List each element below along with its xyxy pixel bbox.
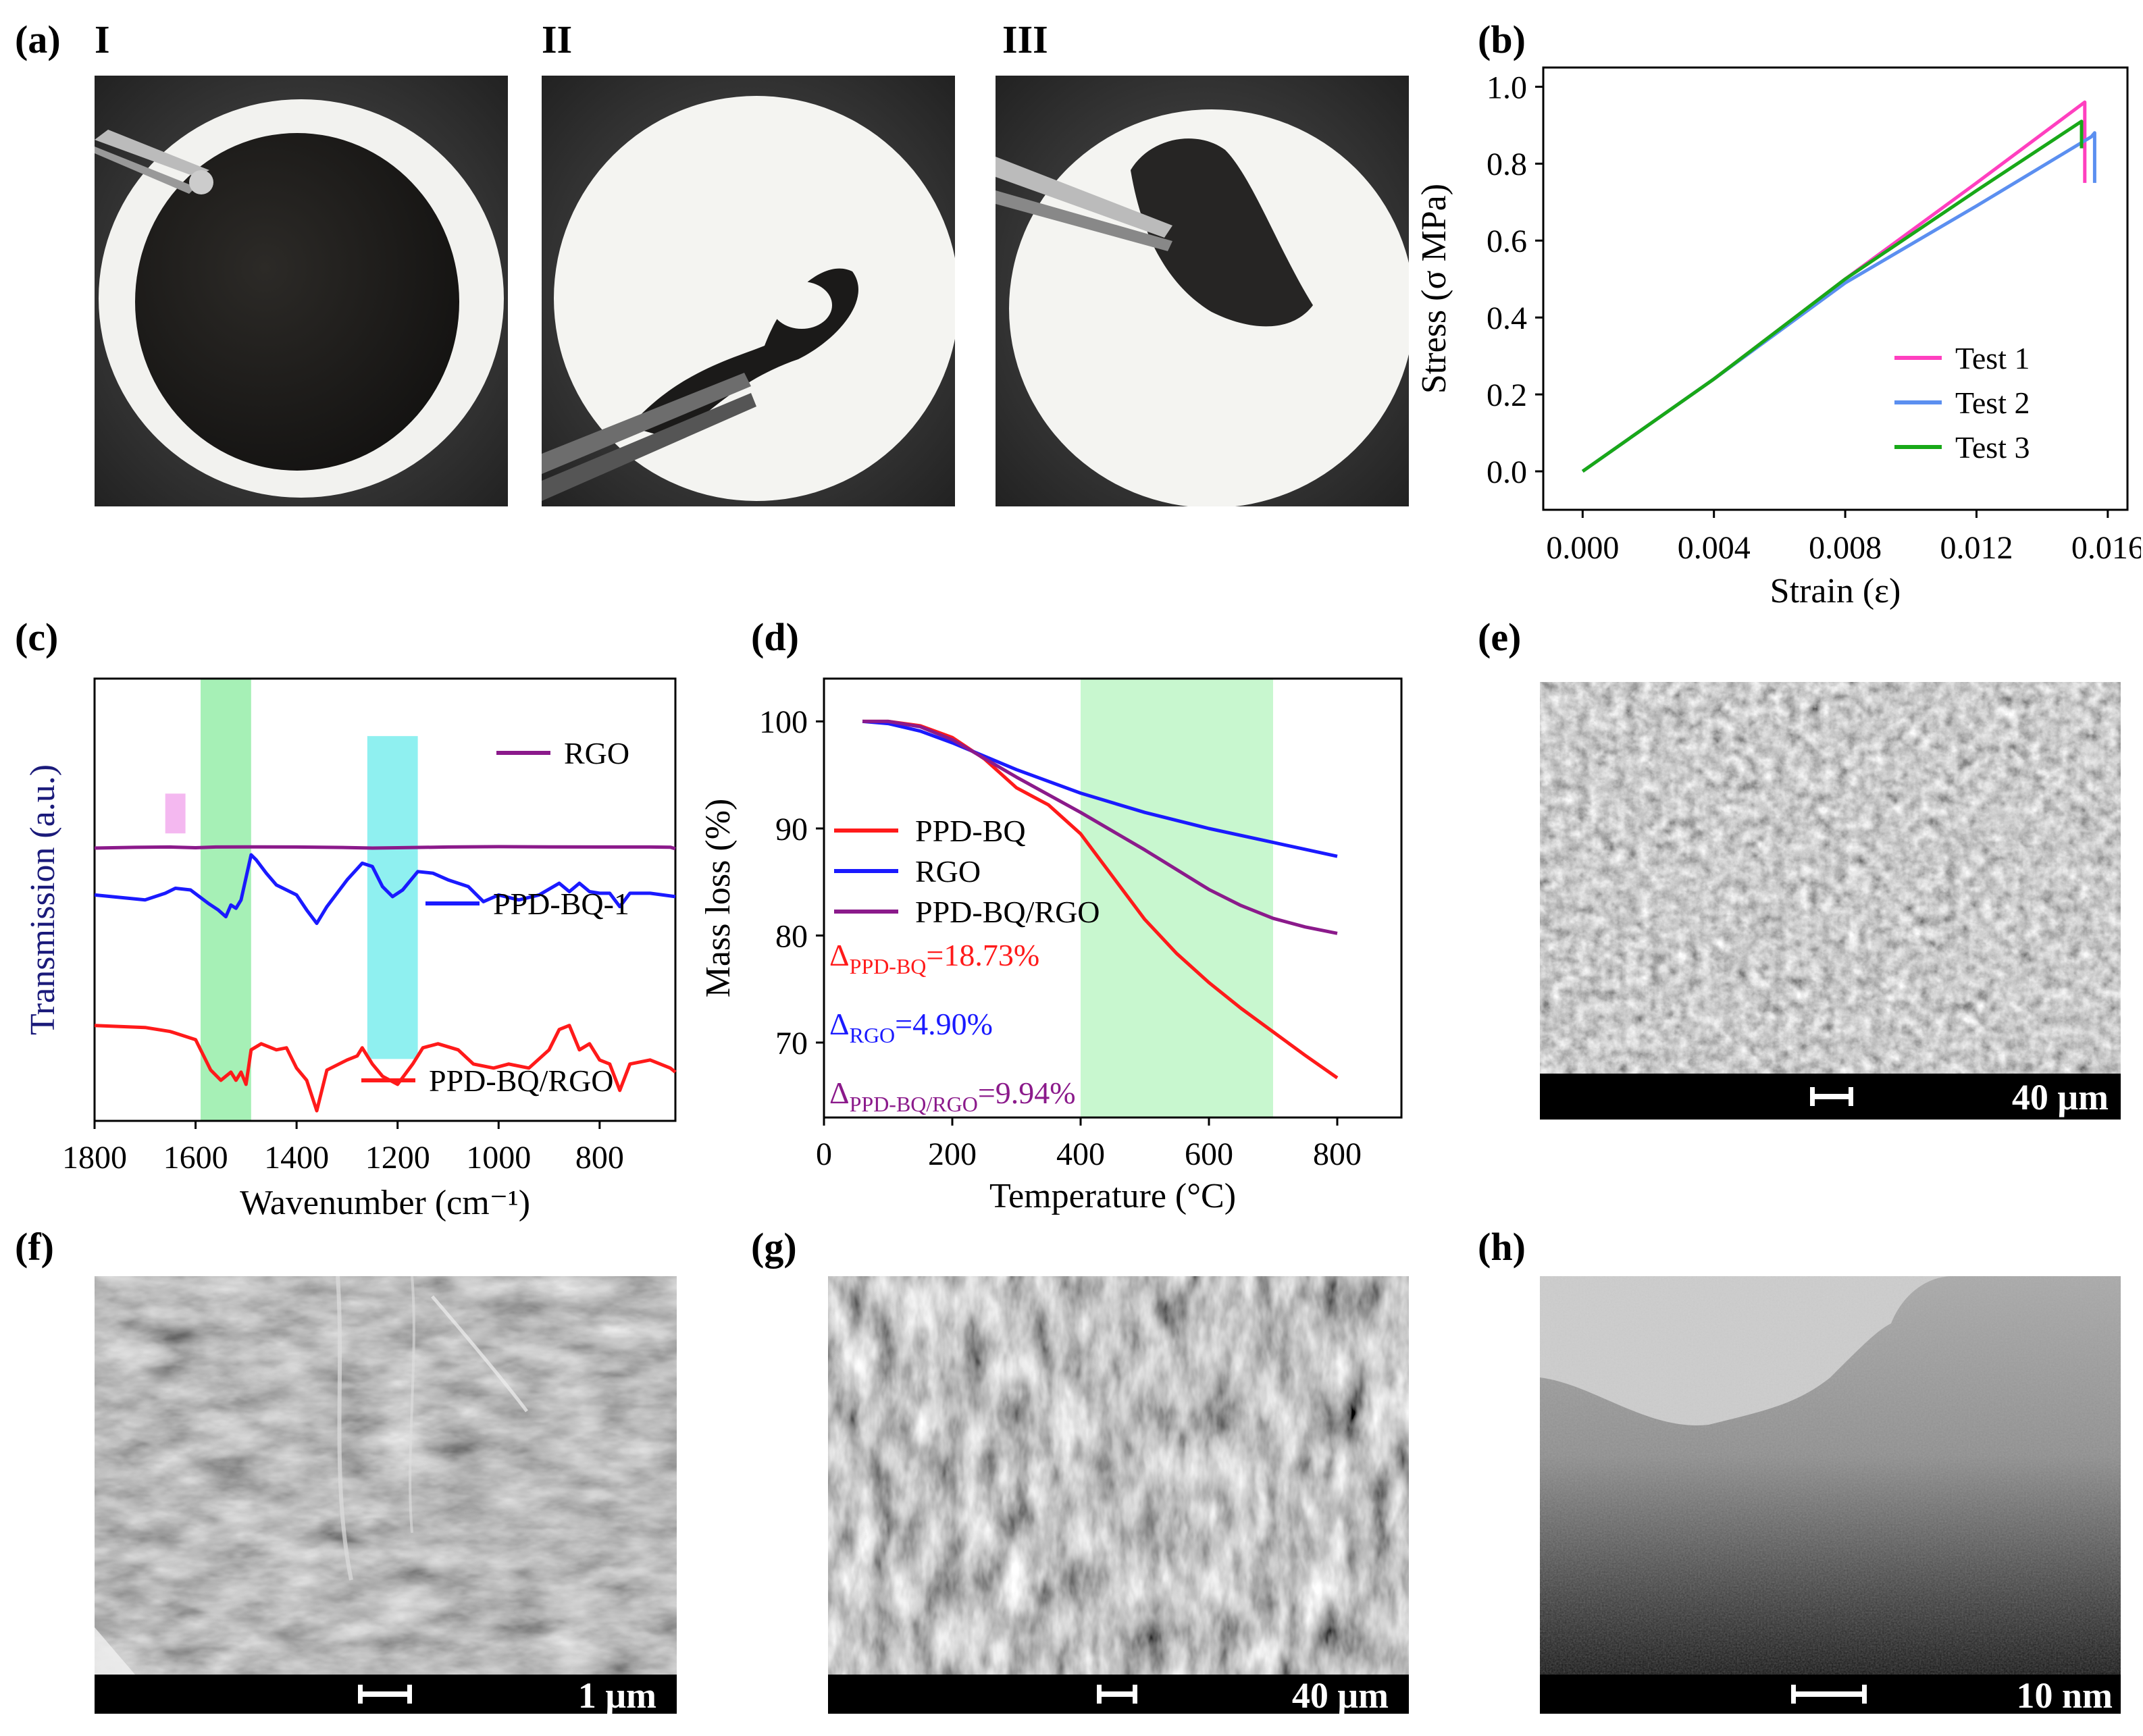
sem-image-e: 40 μm <box>1540 682 2121 1120</box>
series-line <box>94 1024 677 1113</box>
x-tick-label: 0.016 <box>2071 530 2141 566</box>
y-tick-label: 100 <box>759 704 808 740</box>
highlight-band <box>1081 679 1273 1117</box>
sem-image-f: 1 μm <box>95 1276 677 1714</box>
highlight-band <box>201 679 251 1121</box>
panel-label-b: (b) <box>1478 18 1526 61</box>
x-tick-label: 600 <box>1185 1136 1233 1172</box>
y-tick-label: 1.0 <box>1487 70 1527 105</box>
photo-film-folded <box>542 76 955 506</box>
annotation-label: ΔRGO=4.90% <box>829 1007 993 1047</box>
plot-frame <box>1542 66 2129 511</box>
y-tick-label: 70 <box>775 1026 808 1061</box>
legend-label: PPD-BQ/RGO <box>429 1063 614 1098</box>
scale-bar <box>1097 1685 1137 1704</box>
series-line <box>1581 131 2096 473</box>
panel-label-a: (a) <box>15 18 61 61</box>
photo-film-bent <box>996 76 1409 506</box>
highlight-band <box>165 793 186 834</box>
scale-bar <box>1791 1685 1867 1704</box>
panel-label-g: (g) <box>751 1225 797 1269</box>
scale-bar <box>1810 1087 1853 1106</box>
panel-sublabel-3: III <box>1002 18 1048 61</box>
y-tick-label: 0.8 <box>1487 147 1527 182</box>
x-tick-label: 400 <box>1056 1136 1105 1172</box>
y-axis-label: Stress (σ MPa) <box>1415 184 1453 394</box>
legend-label: Test 3 <box>1955 430 2030 465</box>
y-tick-label: 80 <box>775 918 808 954</box>
tem-image-h: 10 nm <box>1540 1276 2121 1714</box>
series-line <box>862 719 1338 858</box>
y-axis-label: Mass loss (%) <box>699 799 738 998</box>
tem-info-bar: 10 nm <box>1540 1675 2121 1714</box>
y-tick-label: 0.4 <box>1487 300 1527 336</box>
plot-frame <box>823 677 1403 1119</box>
x-tick-label: 1200 <box>365 1140 430 1176</box>
x-tick-label: 1600 <box>163 1140 228 1176</box>
chart-stress-strain: 0.0 0.2 0.4 0.6 0.8 1.0 0.000 0.004 0.008 0.012 0.… <box>1415 66 2141 610</box>
plot-frame <box>93 677 677 1122</box>
x-axis-label: Wavenumber (cm⁻¹) <box>240 1184 530 1222</box>
panel-sublabel-1: I <box>95 18 110 61</box>
panel-label-d: (d) <box>751 615 799 659</box>
x-tick-label: 200 <box>928 1136 977 1172</box>
panel-sublabel-2: II <box>542 18 573 61</box>
y-tick-label: 90 <box>775 812 808 847</box>
y-tick-label: 0.2 <box>1487 377 1527 413</box>
legend-label: RGO <box>915 854 981 889</box>
x-tick-label: 0.000 <box>1546 530 1619 566</box>
legend-label: PPD-BQ/RGO <box>915 895 1100 929</box>
photo-film-flat <box>95 76 508 506</box>
annotation-label: ΔPPD-BQ/RGO=9.94% <box>829 1076 1076 1116</box>
series-line <box>94 853 676 925</box>
x-tick-label: 0.008 <box>1809 530 1882 566</box>
scale-bar <box>358 1685 412 1704</box>
scale-label: 1 μm <box>577 1675 656 1714</box>
legend-label: Test 2 <box>1955 386 2030 420</box>
scale-label: 40 μm <box>1291 1675 1389 1714</box>
panel-label-f: (f) <box>15 1225 54 1269</box>
x-tick-label: 0.012 <box>1940 530 2013 566</box>
panel-label-h: (h) <box>1478 1225 1526 1269</box>
sem-info-bar: 40 μm <box>1540 1074 2121 1120</box>
y-axis-label: Transmission (a.u.) <box>24 764 62 1035</box>
y-tick-label: 0.0 <box>1487 454 1527 490</box>
legend-label: PPD-BQ-1 <box>493 887 629 921</box>
sem-image-g: 40 μm <box>828 1276 1409 1714</box>
x-tick-label: 1400 <box>264 1140 329 1176</box>
y-tick-label: 0.6 <box>1487 223 1527 259</box>
x-tick-label: 800 <box>1313 1136 1362 1172</box>
scale-label: 40 μm <box>2011 1077 2109 1117</box>
x-tick-label: 1000 <box>466 1140 531 1176</box>
annotation-label: ΔPPD-BQ=18.73% <box>829 938 1039 978</box>
sem-info-bar: 1 μm <box>95 1675 677 1714</box>
x-tick-label: 800 <box>575 1140 624 1176</box>
chart-tga: 70 80 90 100 0 200 400 600 800 Temperature (°C) Ma… <box>699 677 1403 1215</box>
chart-ftir: 1800 1600 1400 1200 1000 800 Wavenumber (cm⁻¹)… <box>24 677 677 1222</box>
legend-label: Test 1 <box>1955 341 2030 375</box>
panel-label-e: (e) <box>1478 615 1522 659</box>
x-axis-label: Temperature (°C) <box>989 1177 1236 1215</box>
series-line <box>1581 120 2084 473</box>
x-axis-label: Strain (ε) <box>1770 572 1901 610</box>
x-tick-label: 0 <box>816 1136 832 1172</box>
x-tick-label: 0.004 <box>1678 530 1751 566</box>
x-tick-label: 1800 <box>62 1140 127 1176</box>
scale-label: 10 nm <box>2016 1675 2113 1714</box>
series-line <box>94 845 676 851</box>
legend-label: PPD-BQ <box>915 814 1026 848</box>
series-line <box>862 719 1338 935</box>
panel-label-c: (c) <box>15 615 59 659</box>
sem-info-bar: 40 μm <box>828 1675 1409 1714</box>
legend-label: RGO <box>564 736 629 770</box>
